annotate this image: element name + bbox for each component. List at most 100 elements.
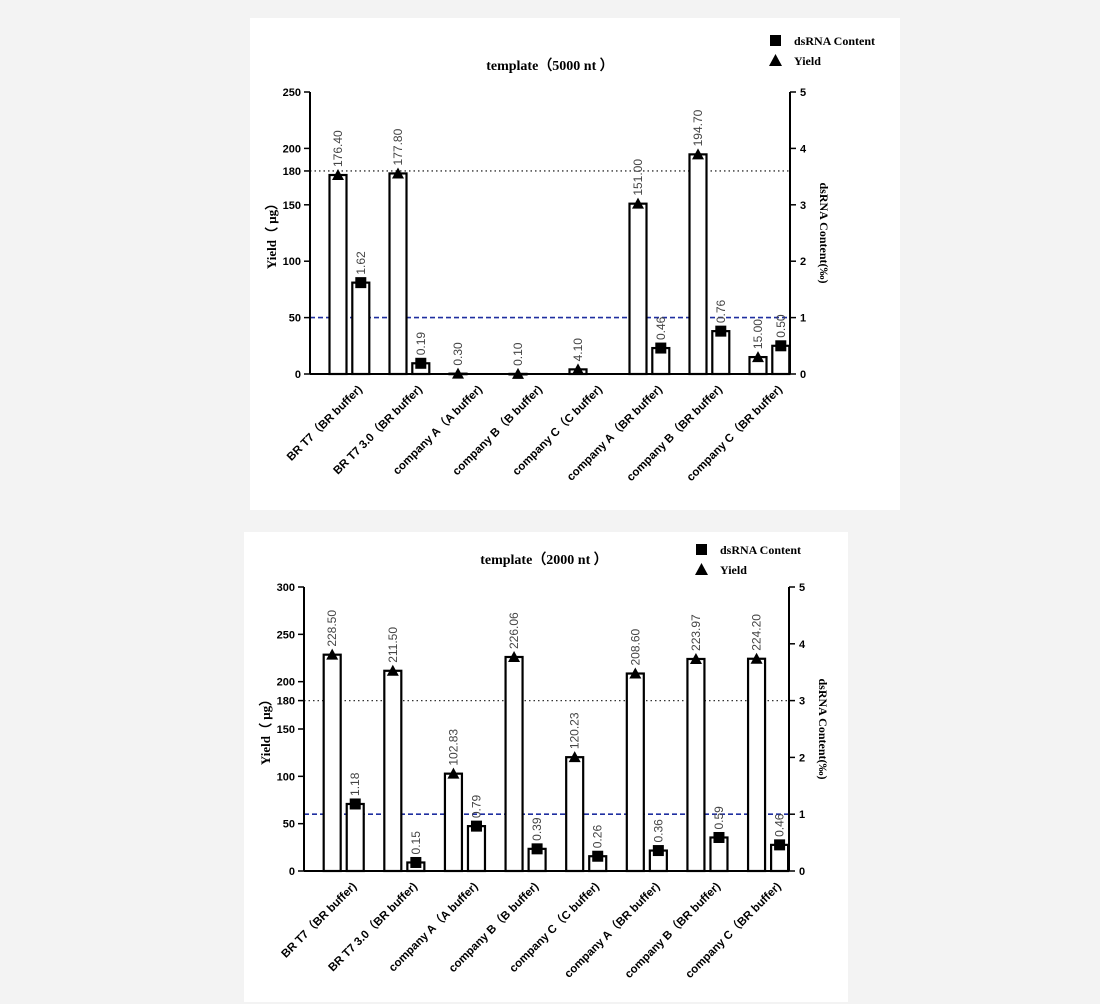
yield-bar xyxy=(565,756,585,873)
yield-data-label: 151.00 xyxy=(631,159,645,196)
legend-marker-square xyxy=(696,544,707,555)
y-tick-label-left: 50 xyxy=(283,819,295,831)
category-label: company A（BR buffer) xyxy=(564,382,665,483)
dsrna-data-label: 0.79 xyxy=(469,794,483,818)
dsrna-marker xyxy=(775,340,787,352)
y-tick-label-right: 1 xyxy=(799,809,805,821)
yield-marker xyxy=(752,351,764,363)
yield-marker xyxy=(750,652,763,664)
yield-bar xyxy=(383,669,403,873)
chart-title: template（5000 nt ） xyxy=(486,58,614,74)
yield-data-label: 208.60 xyxy=(628,628,642,665)
y-tick-label-right: 3 xyxy=(799,696,805,708)
y-tick-label-right: 5 xyxy=(800,87,806,99)
yield-marker xyxy=(572,363,584,375)
legend-label: Yield xyxy=(720,563,747,577)
legend-label: dsRNA Content xyxy=(720,543,801,557)
yield-data-label: 0.10 xyxy=(511,342,525,366)
yield-marker xyxy=(689,652,702,664)
y-tick-label-left: 150 xyxy=(283,200,301,212)
dsrna-marker xyxy=(715,325,727,337)
chart-title: template（2000 nt ） xyxy=(480,552,608,568)
category-label: company A（BR buffer) xyxy=(561,879,662,980)
dsrna-marker xyxy=(349,798,361,810)
yield-bar xyxy=(688,153,708,376)
chart-panel-2000nt: 0 50 100 150 180 200 250 300 0 1 2 3 4 5 Yield（ μg） dsR… xyxy=(244,532,848,1002)
dsrna-data-label: 0.46 xyxy=(773,813,787,837)
legend-marker-triangle xyxy=(695,563,708,575)
legend-marker-square xyxy=(770,35,781,46)
yield-marker xyxy=(447,767,460,779)
y-tick-label-left: 180 xyxy=(283,166,301,178)
y-tick-label-right: 3 xyxy=(800,200,806,212)
y-tick-label-left: 200 xyxy=(277,677,295,689)
yield-bar xyxy=(328,173,348,376)
dsrna-marker xyxy=(592,850,604,862)
dsrna-data-label: 1.18 xyxy=(348,772,362,796)
category-label: company B（BR buffer) xyxy=(621,879,723,981)
yield-data-label: 15.00 xyxy=(751,319,765,349)
yield-bar xyxy=(746,657,767,873)
chart-2000nt: 0 50 100 150 180 200 250 300 0 1 2 3 4 5 Yield（ μg） dsR… xyxy=(258,543,830,981)
y-tick-label-left: 300 xyxy=(277,582,295,594)
dsrna-marker xyxy=(774,839,786,851)
dsrna-marker xyxy=(410,856,422,868)
yield-marker xyxy=(392,167,404,179)
dsrna-bar xyxy=(345,802,365,873)
y-tick-label-left: 0 xyxy=(289,866,295,878)
yield-data-label: 120.23 xyxy=(568,712,582,749)
y-axis-title-left: Yield（ μg） xyxy=(258,693,273,765)
y-tick-label-right: 2 xyxy=(800,256,806,268)
y-tick-label-right: 4 xyxy=(800,143,807,155)
dsrna-bar xyxy=(711,330,731,376)
dsrna-marker xyxy=(652,845,664,857)
dsrna-marker xyxy=(355,277,367,289)
dsrna-data-label: 0.19 xyxy=(414,332,428,356)
y-tick-label-left: 180 xyxy=(277,696,295,708)
yield-marker xyxy=(629,667,642,679)
dsrna-bar xyxy=(466,825,487,873)
yield-marker xyxy=(512,367,524,379)
dsrna-data-label: 0.26 xyxy=(591,825,605,849)
yield-data-label: 176.40 xyxy=(331,130,345,167)
yield-data-label: 211.50 xyxy=(386,627,400,663)
yield-marker xyxy=(692,148,704,160)
y-tick-label-left: 150 xyxy=(277,724,295,736)
y-tick-label-left: 200 xyxy=(283,143,301,155)
dsrna-bar xyxy=(351,281,371,376)
yield-bar xyxy=(686,657,706,873)
dsrna-data-label: 0.50 xyxy=(774,314,788,338)
yield-data-label: 4.10 xyxy=(571,338,585,362)
yield-bar xyxy=(628,202,648,376)
y-tick-label-left: 250 xyxy=(283,87,301,99)
dsrna-data-label: 0.39 xyxy=(530,817,544,841)
y-tick-label-left: 0 xyxy=(295,369,301,381)
y-axis-title-left: Yield（ μg） xyxy=(264,197,279,269)
yield-marker xyxy=(332,169,344,181)
dsrna-data-label: 0.76 xyxy=(714,299,728,323)
y-tick-label-right: 0 xyxy=(800,369,806,381)
dsrna-data-label: 0.46 xyxy=(654,316,668,340)
y-tick-label-right: 2 xyxy=(799,752,805,764)
legend-label: dsRNA Content xyxy=(794,34,875,48)
category-label: company C（BR buffer) xyxy=(682,879,784,981)
yield-marker xyxy=(632,197,644,209)
y-tick-label-left: 100 xyxy=(277,771,295,783)
yield-bar xyxy=(322,653,342,873)
y-tick-label-left: 250 xyxy=(277,629,295,641)
category-label: company B（BR buffer) xyxy=(623,382,725,484)
y-axis-title-right: dsRNA Content(‰) xyxy=(817,182,831,283)
yield-bar xyxy=(388,172,408,376)
yield-marker xyxy=(568,751,581,763)
dsrna-data-label: 1.62 xyxy=(354,251,368,275)
yield-data-label: 102.83 xyxy=(446,729,460,766)
yield-bar xyxy=(443,772,464,873)
yield-bar xyxy=(504,655,524,873)
y-tick-label-right: 4 xyxy=(799,639,806,651)
yield-data-label: 224.20 xyxy=(750,614,764,651)
yield-marker xyxy=(326,648,339,660)
y-tick-label-right: 0 xyxy=(799,866,805,878)
chart-5000nt: 0 50 100 150 180 200 250 0 1 2 3 4 5 Yield（ μg） dsRNA … xyxy=(264,34,875,484)
yield-data-label: 177.80 xyxy=(391,128,405,165)
y-tick-label-left: 100 xyxy=(283,256,301,268)
